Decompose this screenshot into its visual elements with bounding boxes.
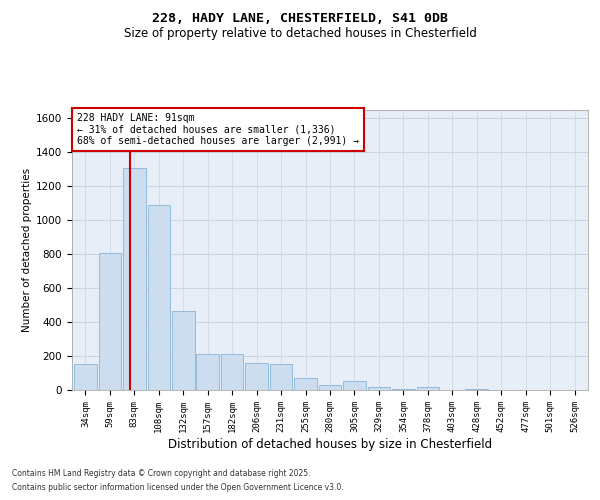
Text: Contains public sector information licensed under the Open Government Licence v3: Contains public sector information licen… bbox=[12, 484, 344, 492]
Bar bbox=[416, 387, 439, 390]
Bar bbox=[319, 385, 341, 390]
Bar bbox=[148, 205, 170, 390]
Text: Contains HM Land Registry data © Crown copyright and database right 2025.: Contains HM Land Registry data © Crown c… bbox=[12, 468, 311, 477]
Bar bbox=[343, 381, 366, 390]
Text: 228 HADY LANE: 91sqm
← 31% of detached houses are smaller (1,336)
68% of semi-de: 228 HADY LANE: 91sqm ← 31% of detached h… bbox=[77, 113, 359, 146]
Bar bbox=[270, 364, 292, 390]
Y-axis label: Number of detached properties: Number of detached properties bbox=[22, 168, 32, 332]
Text: Size of property relative to detached houses in Chesterfield: Size of property relative to detached ho… bbox=[124, 28, 476, 40]
Bar bbox=[245, 363, 268, 390]
Bar bbox=[172, 311, 194, 390]
Bar bbox=[98, 252, 121, 390]
Bar bbox=[123, 168, 146, 390]
Bar bbox=[368, 387, 390, 390]
Bar bbox=[221, 354, 244, 390]
Bar bbox=[466, 389, 488, 390]
X-axis label: Distribution of detached houses by size in Chesterfield: Distribution of detached houses by size … bbox=[168, 438, 492, 450]
Bar bbox=[74, 364, 97, 390]
Bar bbox=[392, 389, 415, 390]
Text: 228, HADY LANE, CHESTERFIELD, S41 0DB: 228, HADY LANE, CHESTERFIELD, S41 0DB bbox=[152, 12, 448, 26]
Bar bbox=[196, 354, 219, 390]
Bar bbox=[294, 378, 317, 390]
